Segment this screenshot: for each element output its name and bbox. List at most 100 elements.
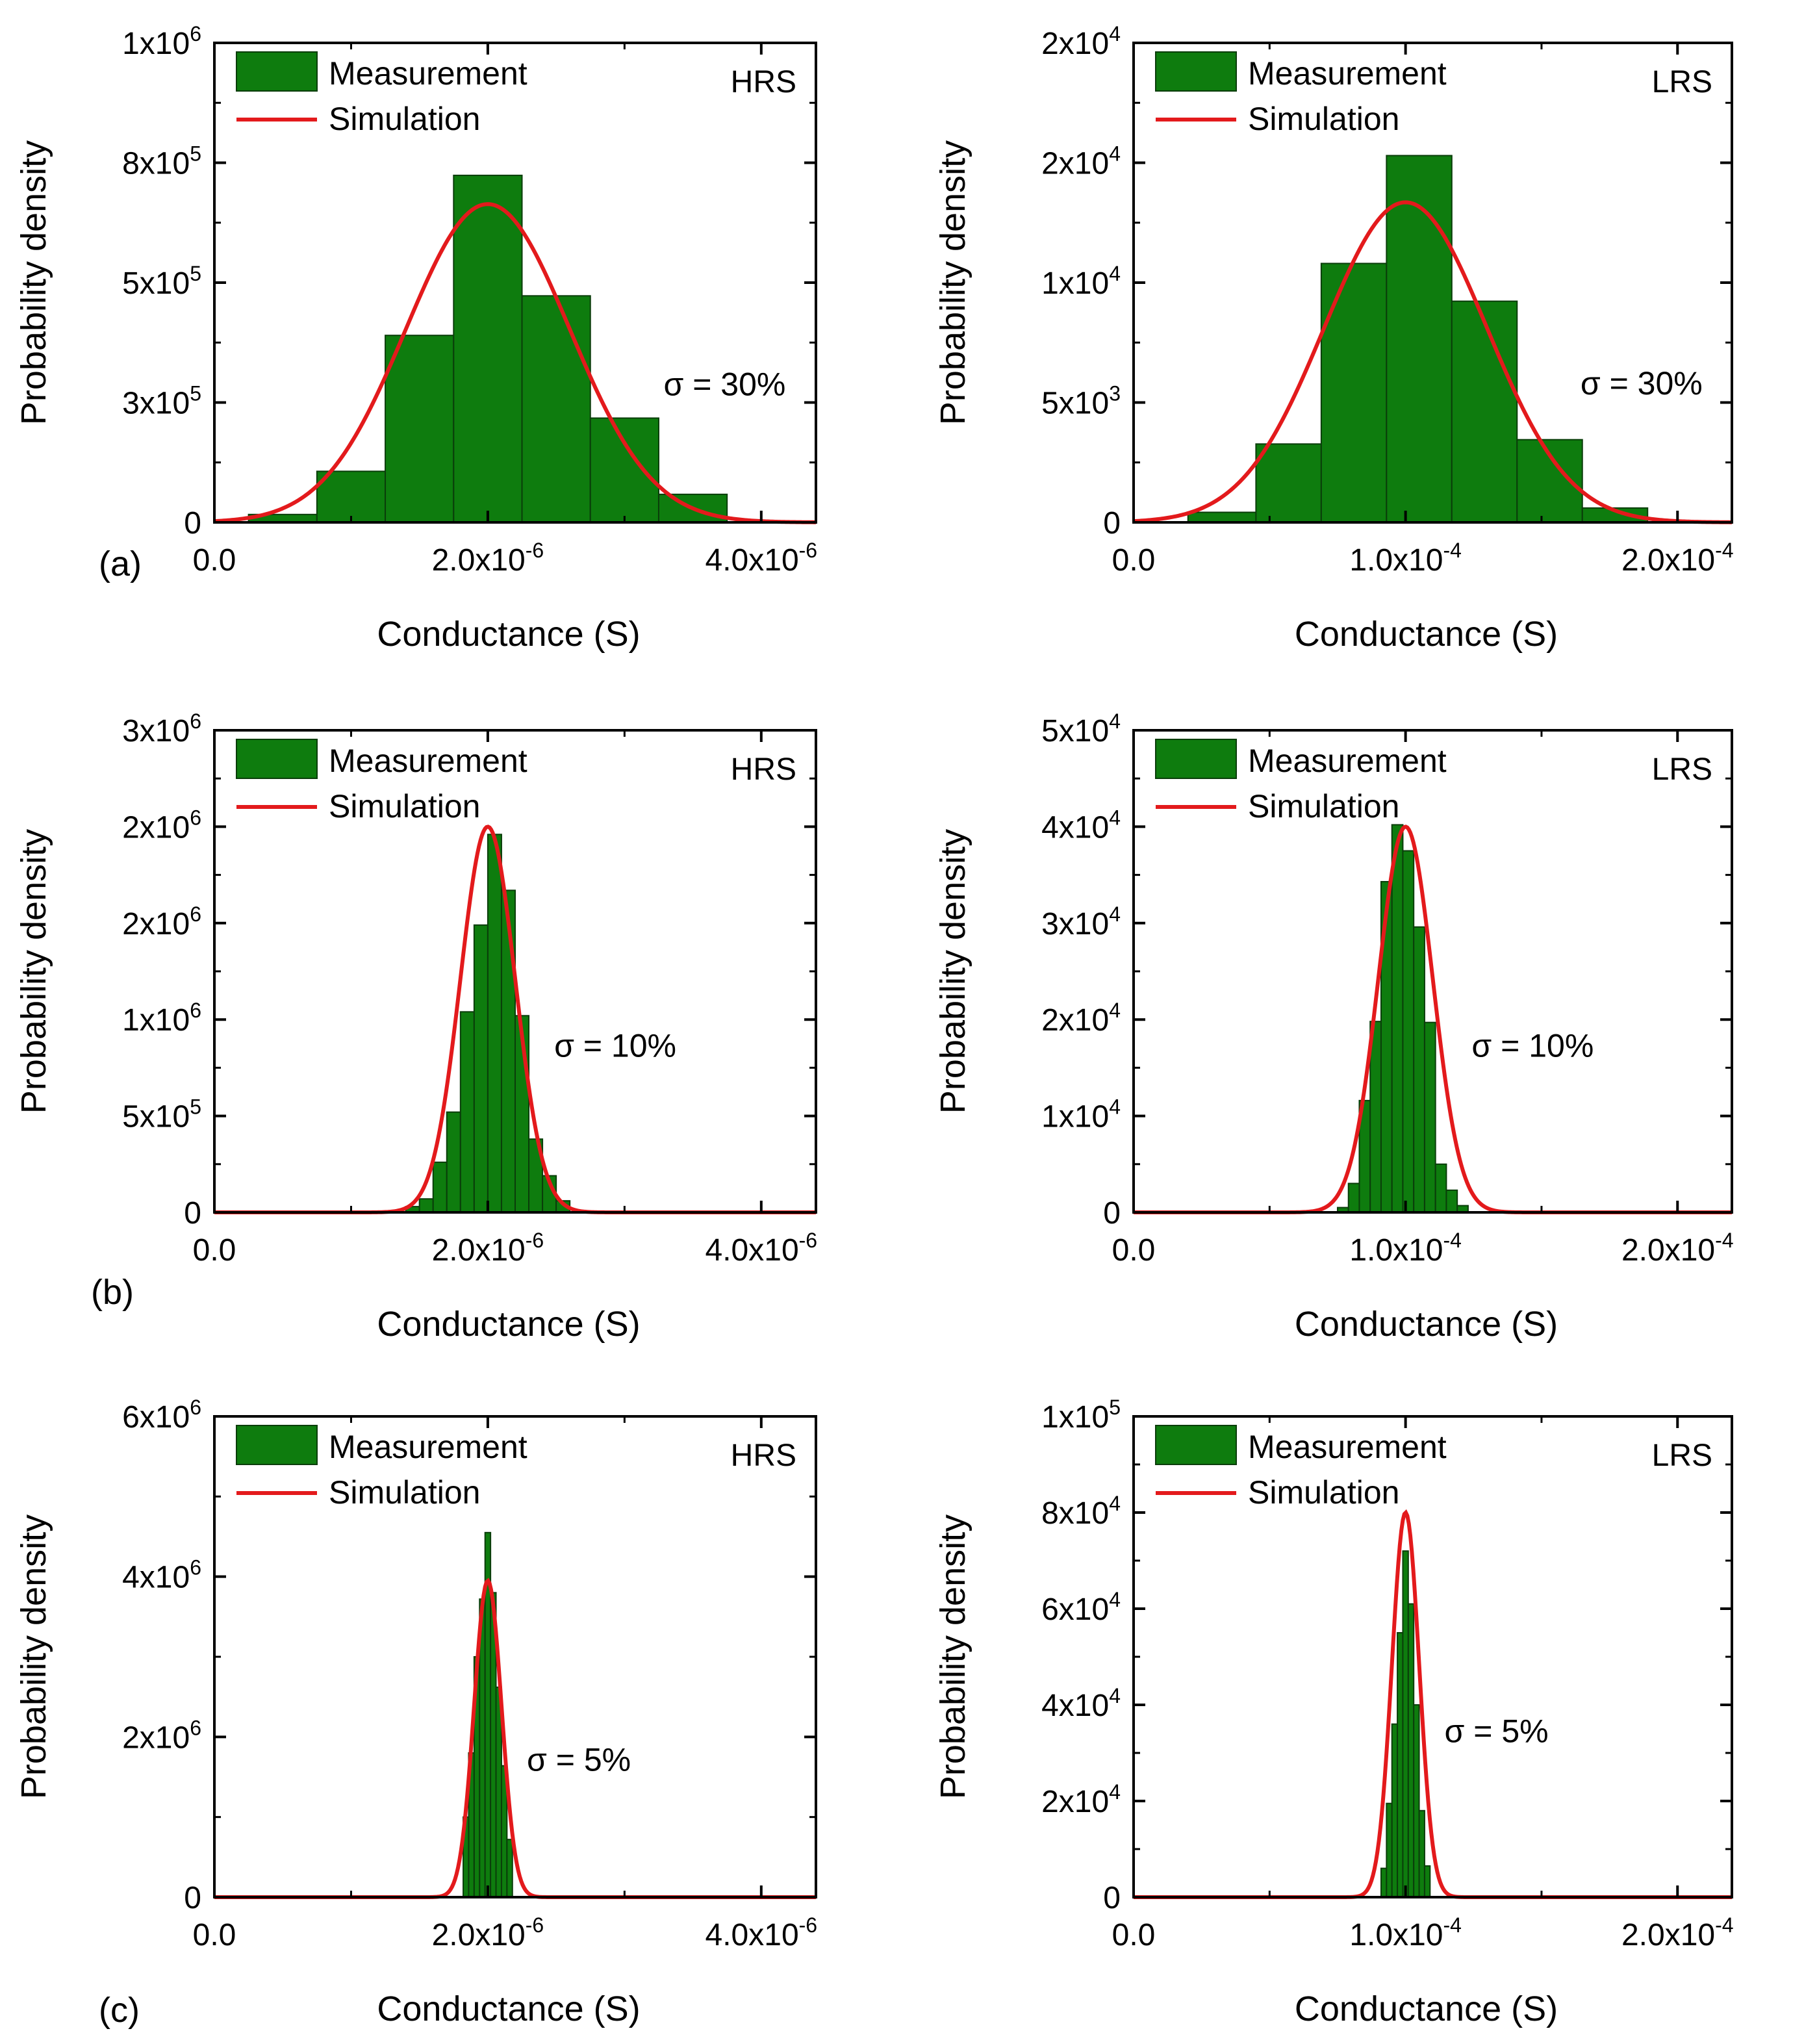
x-tick-label: 0.0 — [193, 1918, 236, 1952]
y-axis-title: Probability density — [934, 1514, 972, 1799]
histogram-bar — [453, 174, 523, 523]
simulation-curve — [214, 1578, 816, 1899]
y-tick-label: 4x104 — [1041, 1684, 1121, 1723]
legend-label-measurement: Measurement — [1248, 743, 1447, 779]
legend-swatch-measurement — [236, 1425, 318, 1465]
y-tick-label: 5x103 — [1041, 381, 1121, 420]
state-label: LRS — [1652, 752, 1712, 787]
histogram-bar — [432, 1161, 448, 1214]
x-tick-label: 2.0x10-6 — [432, 539, 544, 578]
y-tick-label: 2x106 — [122, 902, 201, 941]
y-tick-label: 0 — [1103, 1881, 1121, 1915]
y-tick-label: 4x104 — [1041, 806, 1121, 845]
histogram-bar — [1413, 1704, 1420, 1898]
y-tick-label: 2x104 — [1041, 1780, 1121, 1819]
histogram-bar — [385, 335, 455, 523]
histogram-bar — [1369, 1021, 1382, 1213]
y-tick-label: 2x106 — [122, 806, 201, 845]
histogram-bar — [500, 889, 516, 1213]
x-tick-label: 2.0x10-4 — [1621, 1913, 1734, 1952]
histogram-bar — [1187, 511, 1257, 524]
legend-label-measurement: Measurement — [329, 1429, 527, 1465]
legend-label-measurement: Measurement — [1248, 1429, 1447, 1465]
y-tick-label: 4x106 — [122, 1556, 201, 1595]
state-label: HRS — [731, 65, 796, 99]
x-tick-label: 2.0x10-6 — [432, 1229, 544, 1268]
y-tick-label: 3x106 — [122, 709, 201, 748]
histogram-bar — [1347, 1182, 1360, 1213]
histogram-bar — [1391, 824, 1404, 1213]
y-tick-label: 1x106 — [122, 22, 201, 61]
legend-label-simulation: Simulation — [329, 788, 480, 824]
sigma-annotation: σ = 30% — [1581, 365, 1703, 402]
y-tick-label: 2x104 — [1041, 22, 1121, 61]
histogram-bar — [1451, 300, 1518, 523]
legend-label-measurement: Measurement — [1248, 55, 1447, 92]
legend-swatch-measurement — [1155, 739, 1237, 779]
legend: Measurement Simulation — [236, 739, 527, 824]
histogram-bar — [1423, 1021, 1436, 1213]
y-tick-label: 1x105 — [1041, 1396, 1121, 1435]
x-tick-label: 0.0 — [193, 1233, 236, 1268]
legend-swatch-measurement — [236, 51, 318, 92]
legend-swatch-measurement — [1155, 51, 1237, 92]
histogram-bar — [459, 1011, 475, 1213]
histogram-bar — [1380, 1867, 1388, 1898]
y-tick-label: 8x105 — [122, 142, 201, 181]
y-tick-label: 1x106 — [122, 999, 201, 1038]
y-tick-label: 1x104 — [1041, 262, 1121, 301]
y-axis-title: Probability density — [14, 829, 53, 1114]
chart-b-lrs: 0.0 1.0x10-4 2.0x10-4 0 1x104 2x104 3x104 4x104… — [934, 709, 1734, 1344]
y-tick-label: 2x104 — [1041, 999, 1121, 1038]
simulation-curve — [1133, 200, 1733, 524]
chart-c-lrs: 0.0 1.0x10-4 2.0x10-4 0 2x104 4x104 6x104 8x104… — [934, 1396, 1734, 2028]
y-tick-label: 0 — [1103, 1196, 1121, 1231]
y-tick-label: 5x104 — [1041, 709, 1121, 748]
histogram-bar — [418, 1198, 434, 1213]
y-tick-label: 1x104 — [1041, 1095, 1121, 1134]
panel-label-a: (a) — [99, 544, 142, 583]
histogram-bar — [506, 1839, 513, 1898]
axes-frame — [1132, 1415, 1733, 1898]
y-axis-title: Probability density — [14, 140, 53, 425]
histogram-bar — [1402, 850, 1415, 1213]
y-tick-label: 6x106 — [122, 1396, 201, 1435]
histogram-bar — [1423, 1865, 1431, 1898]
sigma-annotation: σ = 10% — [1471, 1028, 1594, 1064]
y-tick-label: 2x104 — [1041, 142, 1121, 181]
x-axis-title: Conductance (S) — [1295, 615, 1558, 654]
panel-label-b: (b) — [91, 1273, 134, 1312]
sigma-annotation: σ = 5% — [527, 1741, 631, 1778]
x-tick-label: 4.0x10-6 — [705, 1229, 818, 1268]
chart-a-hrs: 0.0 2.0x10-6 4.0x10-6 0 3x105 5x105 8x105 1x106… — [14, 22, 817, 654]
axes-frame — [213, 1415, 817, 1898]
chart-a-lrs: 0.0 1.0x10-4 2.0x10-4 0 5x103 1x104 2x104 2x104… — [934, 22, 1734, 654]
x-tick-label: 4.0x10-6 — [705, 1913, 818, 1952]
y-tick-label: 0 — [1103, 506, 1121, 541]
y-tick-label: 3x104 — [1041, 902, 1121, 941]
legend-label-simulation: Simulation — [329, 1474, 480, 1511]
x-tick-label: 4.0x10-6 — [705, 539, 818, 578]
x-axis-title: Conductance (S) — [377, 1989, 640, 2028]
legend-label-simulation: Simulation — [1248, 101, 1399, 137]
sigma-annotation: σ = 10% — [554, 1028, 676, 1064]
histogram-bar — [316, 470, 387, 523]
histogram-bar — [1391, 1723, 1399, 1898]
x-tick-label: 0.0 — [1112, 543, 1156, 578]
simulation-curve — [1134, 1509, 1732, 1899]
legend-label-measurement: Measurement — [329, 743, 527, 779]
x-axis-title: Conductance (S) — [1295, 1305, 1558, 1344]
simulation-curve — [214, 202, 817, 524]
legend: Measurement Simulation — [1155, 739, 1447, 824]
y-tick-label: 2x106 — [122, 1716, 201, 1755]
x-tick-label: 0.0 — [193, 543, 236, 578]
histogram-bar — [1418, 1809, 1425, 1898]
legend-swatch-measurement — [236, 739, 318, 779]
histogram-bar — [1402, 1550, 1409, 1898]
x-tick-label: 1.0x10-4 — [1349, 1229, 1462, 1268]
y-tick-label: 3x105 — [122, 382, 201, 421]
state-label: HRS — [731, 752, 796, 787]
legend-label-simulation: Simulation — [1248, 788, 1399, 824]
y-tick-label: 0 — [184, 1196, 201, 1231]
